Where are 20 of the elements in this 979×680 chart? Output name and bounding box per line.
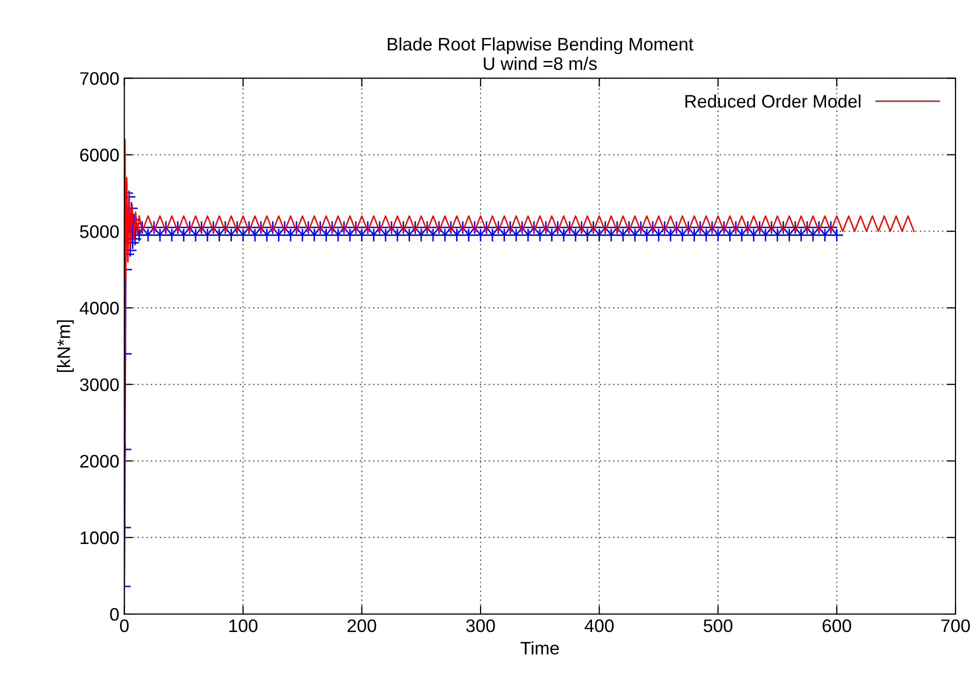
y-tick-label: 6000	[80, 148, 119, 162]
y-tick-label: 2000	[80, 454, 119, 468]
x-axis-title: Time	[520, 641, 559, 655]
x-tick-label: 200	[348, 619, 376, 632]
y-tick-label: 4000	[80, 302, 119, 315]
x-tick-label: 100	[229, 619, 258, 632]
x-tick-label: 600	[822, 619, 852, 632]
chart-title: Blade Root Flapwise Bending Moment U wind =8 m/s	[388, 37, 694, 70]
y-tick-label: 1000	[80, 531, 119, 544]
y-tick-label: 0	[110, 608, 119, 621]
x-tick-label: 500	[704, 619, 732, 632]
x-tick-label: 300	[466, 619, 495, 632]
y-tick-label: 3000	[80, 378, 119, 392]
x-tick-label: 400	[584, 619, 614, 632]
y-tick-label: 5000	[80, 225, 119, 238]
x-tick-label: 700	[941, 619, 970, 632]
legend-label: Reduced Order Model	[685, 94, 860, 108]
x-tick-label: 0	[120, 619, 129, 632]
y-axis-title: [kN*m]	[56, 320, 74, 372]
y-tick-label: 7000	[80, 72, 119, 85]
